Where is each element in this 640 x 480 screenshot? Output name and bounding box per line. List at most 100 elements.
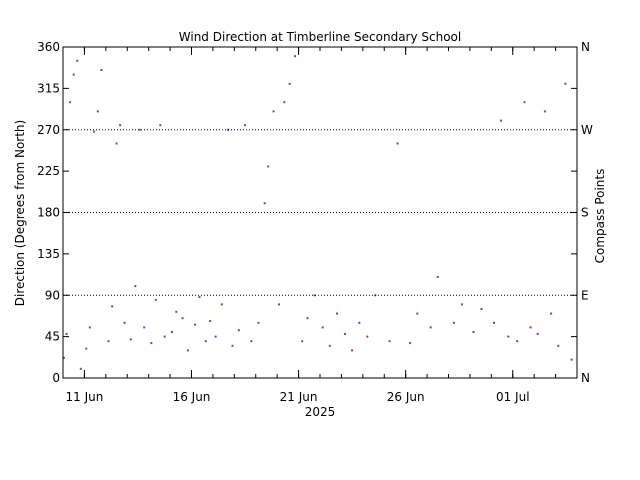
x-tick-label: 16 Jun (173, 390, 211, 404)
data-points (62, 55, 573, 370)
data-point (209, 320, 212, 322)
compass-label: N (581, 371, 590, 385)
data-point (278, 303, 280, 306)
data-point (313, 294, 316, 297)
data-point (523, 101, 526, 104)
data-point (111, 305, 114, 308)
data-point (134, 285, 137, 288)
compass-axis: N E S W N (581, 40, 593, 385)
y-axis-ticks: 0 45 90 135 180 225 270 315 360 (37, 40, 577, 385)
data-point (186, 349, 189, 352)
data-point (123, 321, 126, 324)
y2-axis-label: Compass Points (593, 169, 607, 264)
data-point (129, 338, 132, 341)
data-point (96, 110, 99, 113)
data-point (500, 119, 503, 122)
data-point (388, 340, 391, 343)
data-point (100, 69, 103, 71)
data-point (85, 347, 88, 350)
data-point (344, 332, 346, 335)
data-point (159, 124, 162, 127)
data-point (429, 326, 432, 329)
data-point (321, 326, 324, 329)
data-point (150, 342, 153, 345)
data-point (409, 342, 412, 345)
y-tick-label: 270 (37, 123, 60, 137)
data-point (358, 321, 361, 324)
data-point (436, 275, 439, 278)
x-axis-year-label: 2025 (305, 405, 336, 419)
compass-label: N (581, 40, 590, 54)
x-tick-label: 21 Jun (280, 390, 318, 404)
x-tick-label: 01 Jul (496, 390, 530, 404)
data-point (336, 312, 338, 315)
data-point (472, 331, 475, 333)
data-point (163, 335, 166, 338)
data-point (214, 335, 217, 338)
data-point (181, 317, 184, 320)
data-point (198, 296, 201, 299)
data-point (79, 367, 82, 370)
y-tick-label: 360 (37, 40, 60, 54)
data-point (480, 308, 483, 310)
y-tick-label: 180 (37, 206, 60, 220)
data-point (507, 335, 510, 338)
x-axis-ticks: 11 Jun 16 Jun 21 Jun 26 Jun 01 Jul (62, 47, 578, 404)
data-point (516, 340, 519, 343)
chart-title: Wind Direction at Timberline Secondary S… (179, 30, 461, 44)
data-point (452, 321, 455, 324)
data-point (204, 340, 207, 343)
plot-frame (62, 46, 578, 379)
y-tick-label: 315 (37, 81, 60, 95)
data-point (175, 310, 178, 313)
data-point (557, 344, 560, 347)
data-point (119, 124, 122, 127)
y-tick-label: 0 (52, 371, 60, 385)
x-tick-label: 26 Jun (387, 390, 425, 404)
y-tick-label: 225 (37, 164, 60, 178)
data-point (93, 130, 96, 133)
data-point (220, 303, 223, 306)
data-point (154, 298, 157, 301)
data-point (536, 332, 539, 335)
data-point (170, 331, 173, 333)
data-point (237, 329, 240, 332)
data-point (267, 165, 270, 168)
compass-label: S (581, 206, 589, 220)
data-point (288, 82, 291, 85)
y-tick-label: 45 (45, 330, 60, 344)
data-point (138, 128, 141, 131)
compass-label: E (581, 288, 589, 302)
data-point (231, 344, 234, 347)
data-point (570, 358, 573, 361)
data-point (460, 303, 463, 306)
data-point (543, 110, 546, 113)
data-point (76, 59, 79, 62)
data-point (272, 110, 275, 113)
data-point (493, 321, 495, 324)
data-point (529, 326, 532, 329)
data-point (283, 101, 286, 104)
data-point (194, 323, 197, 326)
data-point (328, 344, 331, 347)
compass-label: W (581, 123, 593, 137)
data-point (69, 101, 72, 104)
data-point (88, 326, 91, 329)
y-tick-label: 90 (45, 288, 60, 302)
data-point (301, 340, 304, 343)
data-point (294, 55, 296, 58)
data-point (351, 349, 354, 352)
data-point (62, 356, 65, 359)
data-point (65, 332, 68, 335)
data-point (257, 321, 260, 324)
data-point (306, 317, 309, 320)
x-tick-label: 11 Jun (65, 390, 103, 404)
data-point (107, 340, 110, 343)
data-point (72, 73, 75, 76)
y-tick-label: 135 (37, 247, 60, 261)
data-point (366, 335, 369, 338)
reference-lines (63, 129, 577, 296)
data-point (416, 312, 419, 315)
